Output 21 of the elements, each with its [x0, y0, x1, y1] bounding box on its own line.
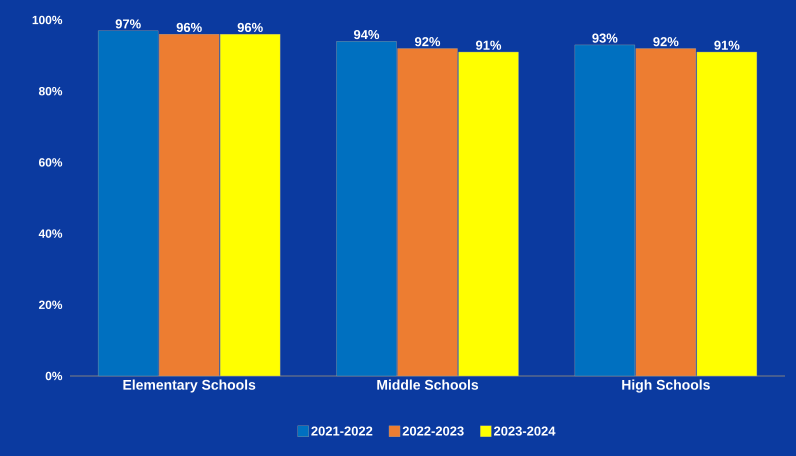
data-label: 92% [414, 37, 440, 46]
data-label: 92% [653, 37, 678, 46]
data-label: 93% [592, 34, 618, 43]
legend-label: 2023-2024 [494, 426, 556, 436]
x-tick-label: Elementary Schools [123, 380, 256, 393]
data-label: 94% [354, 30, 380, 40]
data-label: 97% [116, 19, 141, 28]
data-label: 91% [714, 40, 740, 50]
y-tick-label: 20% [38, 300, 62, 310]
data-label: 91% [476, 40, 502, 50]
data-label: 96% [238, 22, 263, 32]
legend-label: 2021-2022 [311, 426, 372, 436]
y-tick-label: 0% [46, 372, 62, 380]
x-tick-label: Middle Schools [377, 380, 478, 390]
y-tick-label: 60% [38, 158, 62, 167]
legend-label: 2022-2023 [402, 426, 464, 436]
y-tick-label: 40% [38, 229, 62, 238]
y-tick-label: 80% [38, 86, 62, 96]
x-tick-label: High Schools [622, 380, 710, 393]
data-label: 96% [176, 22, 202, 32]
y-tick-label: 100% [32, 16, 62, 24]
